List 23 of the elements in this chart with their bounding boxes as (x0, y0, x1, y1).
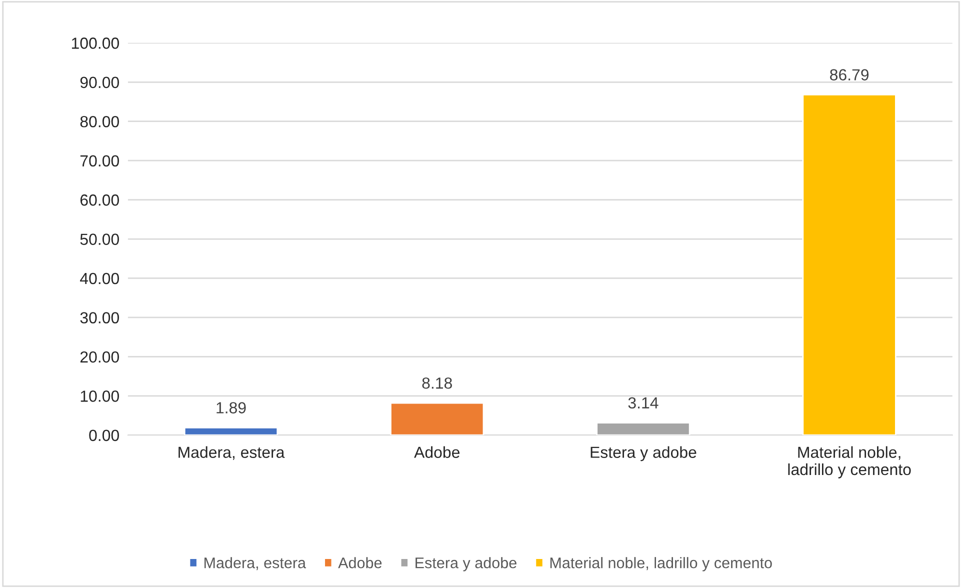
data-label: 86.79 (830, 69, 869, 80)
data-label: 1.89 (216, 402, 246, 414)
legend-label: Adobe (338, 557, 382, 568)
y-tick-label: 0.00 (89, 430, 119, 442)
y-tick-label: 20.00 (80, 351, 119, 363)
y-tick-label: 60.00 (80, 194, 119, 206)
x-tick-label: Material noble, ladrillo y cemento (788, 446, 911, 478)
x-tick-label: Madera, estera (178, 446, 285, 460)
y-tick-label: 100.00 (72, 38, 119, 49)
y-tick-label: 70.00 (80, 155, 119, 167)
y-tick-label: 30.00 (80, 312, 119, 324)
data-label: 8.18 (422, 377, 452, 389)
x-tick-label: Adobe (414, 446, 460, 458)
y-tick-label: 50.00 (80, 234, 119, 245)
data-label: 3.14 (628, 397, 658, 409)
y-tick-label: 90.00 (80, 76, 119, 88)
y-tick-label: 80.00 (80, 116, 119, 128)
legend-label: Material noble, ladrillo y cemento (550, 557, 772, 572)
y-tick-label: 10.00 (80, 390, 119, 402)
legend-label: Madera, estera (204, 557, 306, 570)
y-tick-label: 40.00 (80, 272, 119, 284)
legend-label: Estera y adobe (416, 557, 516, 572)
x-tick-label: Estera y adobe (590, 446, 696, 462)
